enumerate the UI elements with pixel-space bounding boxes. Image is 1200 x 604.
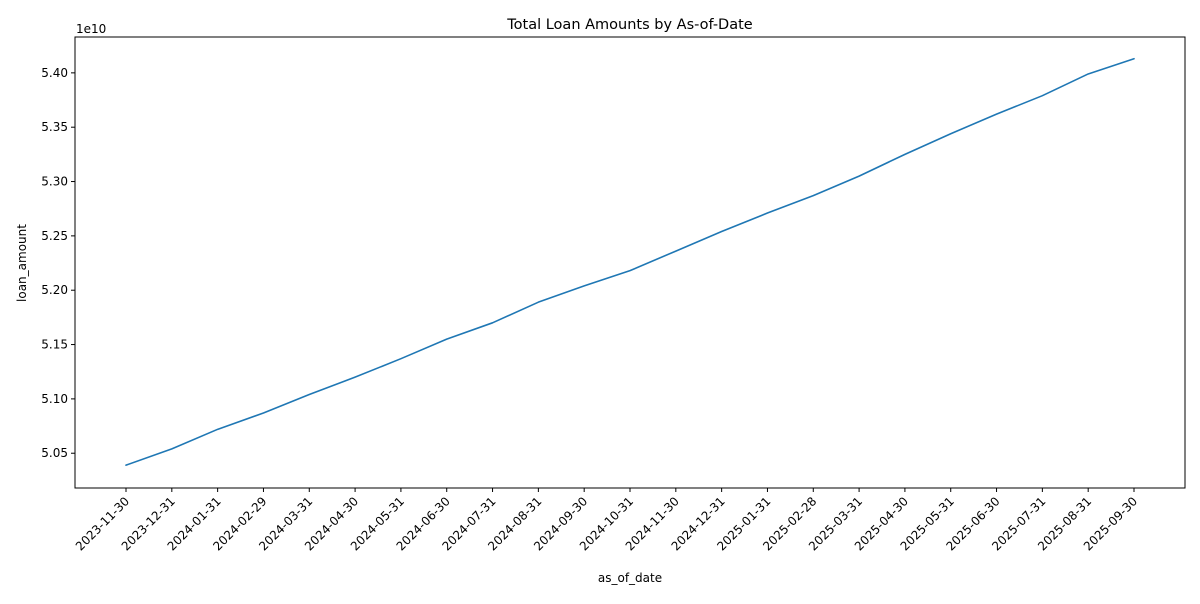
y-tick-label: 5.10 (41, 392, 68, 406)
y-tick-label: 5.15 (41, 338, 68, 352)
x-axis-label: as_of_date (598, 571, 662, 585)
y-tick-label: 5.35 (41, 120, 68, 134)
chart-title: Total Loan Amounts by As-of-Date (506, 17, 753, 33)
y-axis-label: loan_amount (15, 224, 29, 302)
y-tick-label: 5.40 (41, 66, 68, 80)
y-tick-label: 5.05 (41, 446, 68, 460)
series-line (125, 57, 1135, 466)
y-tick-label: 5.20 (41, 283, 68, 297)
plot-layer: 5.055.105.155.205.255.305.355.402023-11-… (41, 36, 1186, 553)
y-tick-label: 5.25 (41, 229, 68, 243)
y-tick-label: 5.30 (41, 175, 68, 189)
y-axis-offset-label: 1e10 (76, 22, 106, 36)
